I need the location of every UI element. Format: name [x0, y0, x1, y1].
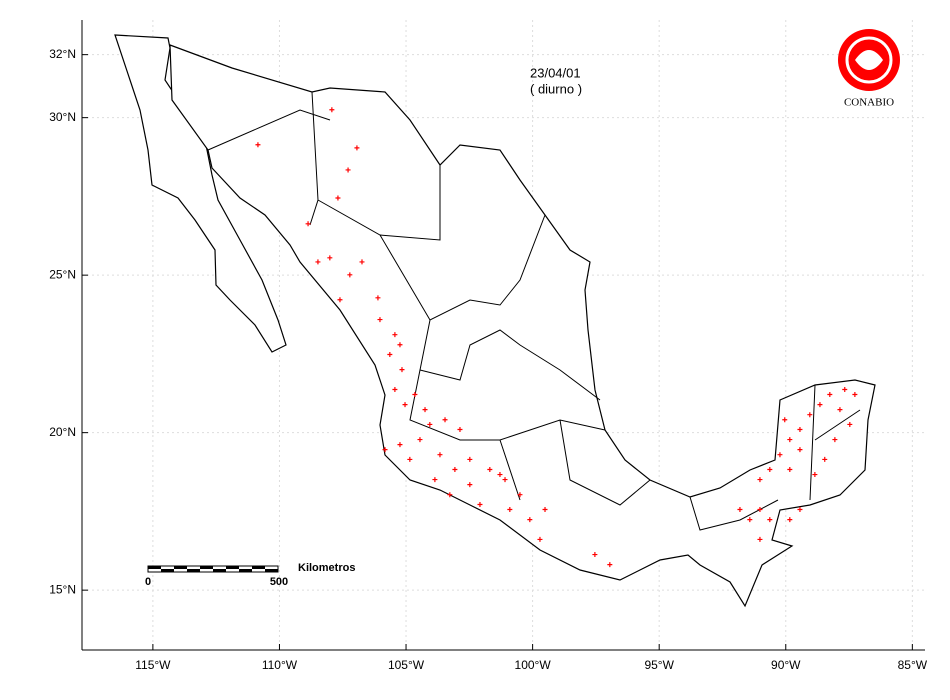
hotspot	[592, 552, 598, 558]
hotspot	[777, 452, 783, 458]
x-tick-label: 115°W	[135, 658, 171, 672]
y-tick-label: 15°N	[49, 582, 76, 596]
hotspot	[392, 332, 398, 338]
hotspot	[305, 221, 311, 227]
hotspot	[502, 477, 508, 483]
hotspot	[407, 456, 413, 462]
hotspot	[442, 417, 448, 423]
hotspot	[417, 437, 423, 443]
hotspot	[537, 536, 543, 542]
hotspot	[747, 517, 753, 523]
hotspot	[359, 259, 365, 265]
date-annotation: 23/04/01	[530, 65, 581, 80]
hotspot	[345, 167, 351, 173]
hotspot	[797, 507, 803, 513]
hotspot	[812, 472, 818, 478]
logo: CONABIO	[838, 29, 900, 109]
state-borders	[207, 91, 861, 531]
hotspot	[392, 386, 398, 392]
y-tick-label: 30°N	[49, 110, 76, 124]
y-tick-label: 20°N	[49, 425, 76, 439]
period-annotation: ( diurno )	[530, 81, 582, 96]
logo-text: CONABIO	[844, 97, 894, 109]
hotspot	[807, 412, 813, 418]
hotspot	[527, 517, 533, 523]
hotspot	[412, 392, 418, 398]
hotspot	[782, 417, 788, 423]
hotspot	[757, 477, 763, 483]
scale-label: Kilometros	[298, 562, 355, 574]
hotspot	[467, 456, 473, 462]
hotspot	[447, 492, 453, 498]
hotspot	[315, 259, 321, 265]
hotspot	[457, 427, 463, 432]
mainland-mexico	[169, 44, 876, 608]
hotspot	[452, 467, 458, 473]
hotspot	[255, 142, 261, 148]
scale-end: 500	[270, 576, 288, 588]
hotspot	[797, 447, 803, 453]
hotspot	[337, 297, 343, 303]
x-tick-label: 85°W	[898, 658, 928, 672]
hotspot	[347, 272, 353, 278]
hotspot	[737, 507, 743, 513]
hotspot	[507, 507, 513, 513]
hotspot	[399, 367, 405, 373]
hotspot	[437, 452, 443, 458]
hotspot	[402, 402, 408, 408]
x-tick-label: 110°W	[262, 658, 298, 672]
scale-bar: 0 500 Kilometros	[145, 562, 356, 588]
logo-figure	[855, 50, 883, 70]
x-tick-label: 90°W	[771, 658, 801, 672]
y-tick-label: 32°N	[49, 47, 76, 61]
scale-bar-blocks	[148, 566, 278, 572]
logo-ring	[845, 36, 893, 84]
hotspot	[517, 492, 523, 498]
hotspot	[787, 517, 793, 523]
hotspot	[767, 517, 773, 523]
hotspot	[787, 437, 793, 443]
hotspot	[817, 402, 823, 408]
hotspot	[542, 507, 548, 513]
hotspot	[387, 352, 393, 358]
hotspot	[487, 467, 493, 473]
hotspot	[377, 317, 383, 323]
hotspot	[837, 407, 843, 413]
hotspot	[822, 456, 828, 462]
hotspot	[477, 501, 483, 507]
land	[114, 34, 876, 608]
hotspot	[847, 421, 853, 427]
hotspot	[797, 427, 803, 432]
hotspot	[467, 482, 473, 488]
hotspot	[397, 342, 403, 348]
hotspot	[427, 421, 433, 427]
hotspot	[422, 407, 428, 413]
hotspot	[832, 437, 838, 443]
hotspot	[335, 195, 341, 201]
hotspot	[842, 386, 848, 392]
hotspot	[757, 507, 763, 513]
hotspot	[767, 467, 773, 473]
y-tick-label: 25°N	[49, 267, 76, 281]
x-tick-label: 95°W	[644, 658, 674, 672]
hotspot	[397, 442, 403, 448]
hotspot	[852, 392, 858, 398]
hotspot	[327, 255, 333, 261]
x-tick-label: 105°W	[388, 658, 425, 672]
hotspot	[607, 562, 613, 568]
scale-start: 0	[145, 576, 151, 588]
hotspot	[787, 467, 793, 473]
hotspot	[827, 392, 833, 398]
hotspot	[757, 536, 763, 542]
hotspot	[375, 295, 381, 301]
hotspot	[432, 477, 438, 483]
hotspot	[329, 107, 335, 113]
hotspot	[382, 447, 388, 453]
hotspot	[497, 472, 503, 478]
hotspot	[354, 145, 360, 151]
x-tick-label: 100°W	[515, 658, 552, 672]
